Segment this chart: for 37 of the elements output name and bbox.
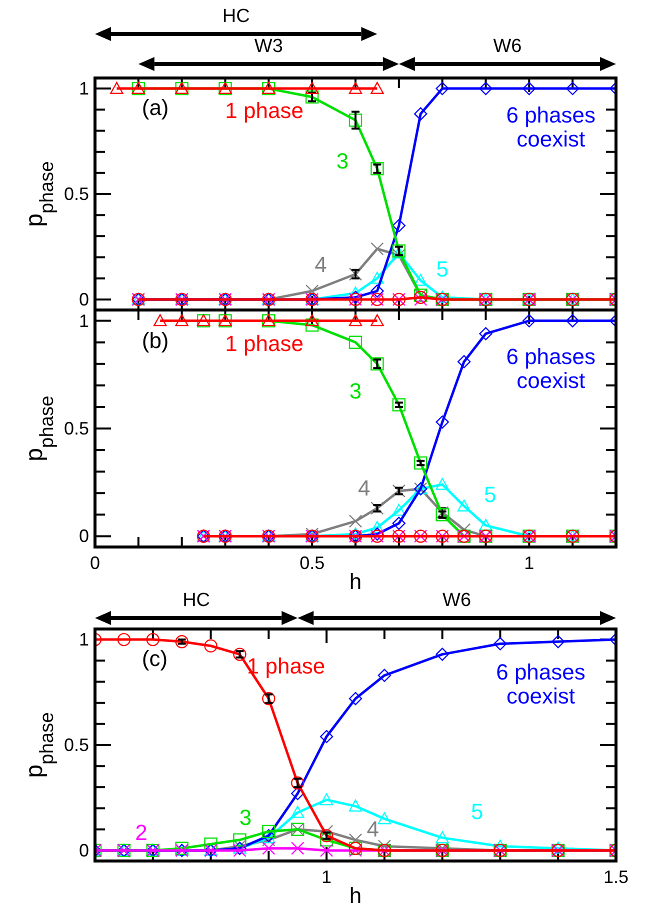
series-label: 2 bbox=[135, 820, 148, 845]
series-label: 4 bbox=[314, 252, 327, 278]
y-tick-label: 0 bbox=[78, 289, 89, 310]
series-label: 5 bbox=[470, 798, 484, 824]
x-tick-label: 0.5 bbox=[300, 553, 325, 573]
text: W6 bbox=[493, 36, 522, 57]
y-tick-label: 1 bbox=[78, 78, 89, 99]
y-tick-label: 0.5 bbox=[64, 184, 89, 204]
y-tick-label: 0.5 bbox=[64, 418, 89, 438]
series-label: 1 phase bbox=[225, 330, 304, 356]
y-tick-label: 1 bbox=[78, 630, 89, 650]
series-label: 6 phases coexist bbox=[496, 660, 586, 709]
series-label: 6 phases coexist bbox=[506, 344, 596, 393]
annotation: (a) bbox=[142, 95, 169, 120]
series-label: 4 bbox=[358, 475, 370, 500]
series-label: 6 phases coexist bbox=[506, 102, 596, 152]
text: W3 bbox=[254, 36, 283, 57]
x-tick-label: 1 bbox=[524, 553, 534, 573]
y-tick-label: 0 bbox=[78, 526, 89, 546]
series-label: 3 bbox=[336, 148, 349, 174]
annotation: (c) bbox=[142, 646, 168, 672]
series-label: 3 bbox=[349, 378, 362, 404]
y-tick-label: 1 bbox=[78, 310, 89, 331]
y-tick-label: 0 bbox=[78, 840, 89, 860]
series-label: 1 phase bbox=[225, 98, 304, 124]
series-label: 4 bbox=[366, 816, 379, 842]
text: W6 bbox=[442, 590, 472, 611]
x-tick-label: 1.5 bbox=[603, 867, 629, 887]
text: HC bbox=[222, 6, 250, 27]
y-tick-label: 0.5 bbox=[64, 735, 89, 755]
annotation: (b) bbox=[142, 328, 169, 353]
series-label: 5 bbox=[436, 256, 448, 282]
x-axis-title: h bbox=[349, 569, 362, 594]
series-label: 3 bbox=[239, 805, 252, 830]
text: HC bbox=[182, 590, 210, 611]
x-axis-title: h bbox=[349, 883, 362, 907]
series-label: 5 bbox=[484, 482, 496, 507]
